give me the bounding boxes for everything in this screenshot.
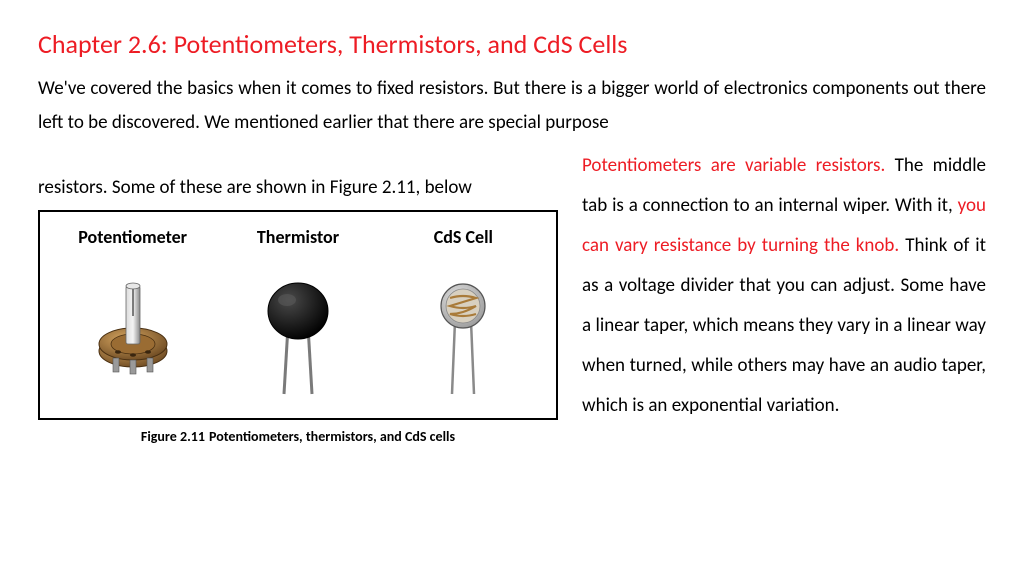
intro-paragraph-line2: resistors. Some of these are shown in Fi… — [38, 170, 558, 206]
label-potentiometer: Potentiometer — [78, 226, 187, 248]
figure-caption: Figure 2.11Potentiometers, thermistors, … — [38, 428, 558, 445]
intro-paragraph-line1: We've covered the basics when it comes t… — [38, 72, 986, 140]
component-thermistor: Thermistor — [216, 226, 380, 396]
left-column: resistors. Some of these are shown in Fi… — [38, 142, 558, 445]
potentiometer-icon — [78, 266, 188, 396]
component-potentiometer: Potentiometer — [51, 226, 215, 396]
body-seg4: Think of it as a voltage divider that yo… — [582, 234, 986, 417]
figure-number: Figure 2.11 — [141, 428, 205, 445]
right-column-body: Potentiometers are variable resistors. T… — [582, 142, 986, 445]
figure-caption-text: Potentiometers, thermistors, and CdS cel… — [209, 428, 455, 445]
label-cds: CdS Cell — [434, 226, 493, 248]
thermistor-icon — [243, 266, 353, 396]
body-paragraph: Potentiometers are variable resistors. T… — [582, 146, 986, 425]
cds-cell-icon — [408, 266, 518, 396]
figure-2-11: Potentiometer — [38, 210, 558, 420]
component-cds-cell: CdS Cell — [381, 226, 545, 396]
label-thermistor: Thermistor — [257, 226, 339, 248]
body-seg1: Potentiometers are variable resistors. — [582, 154, 885, 177]
chapter-title: Chapter 2.6: Potentiometers, Thermistors… — [38, 28, 986, 60]
